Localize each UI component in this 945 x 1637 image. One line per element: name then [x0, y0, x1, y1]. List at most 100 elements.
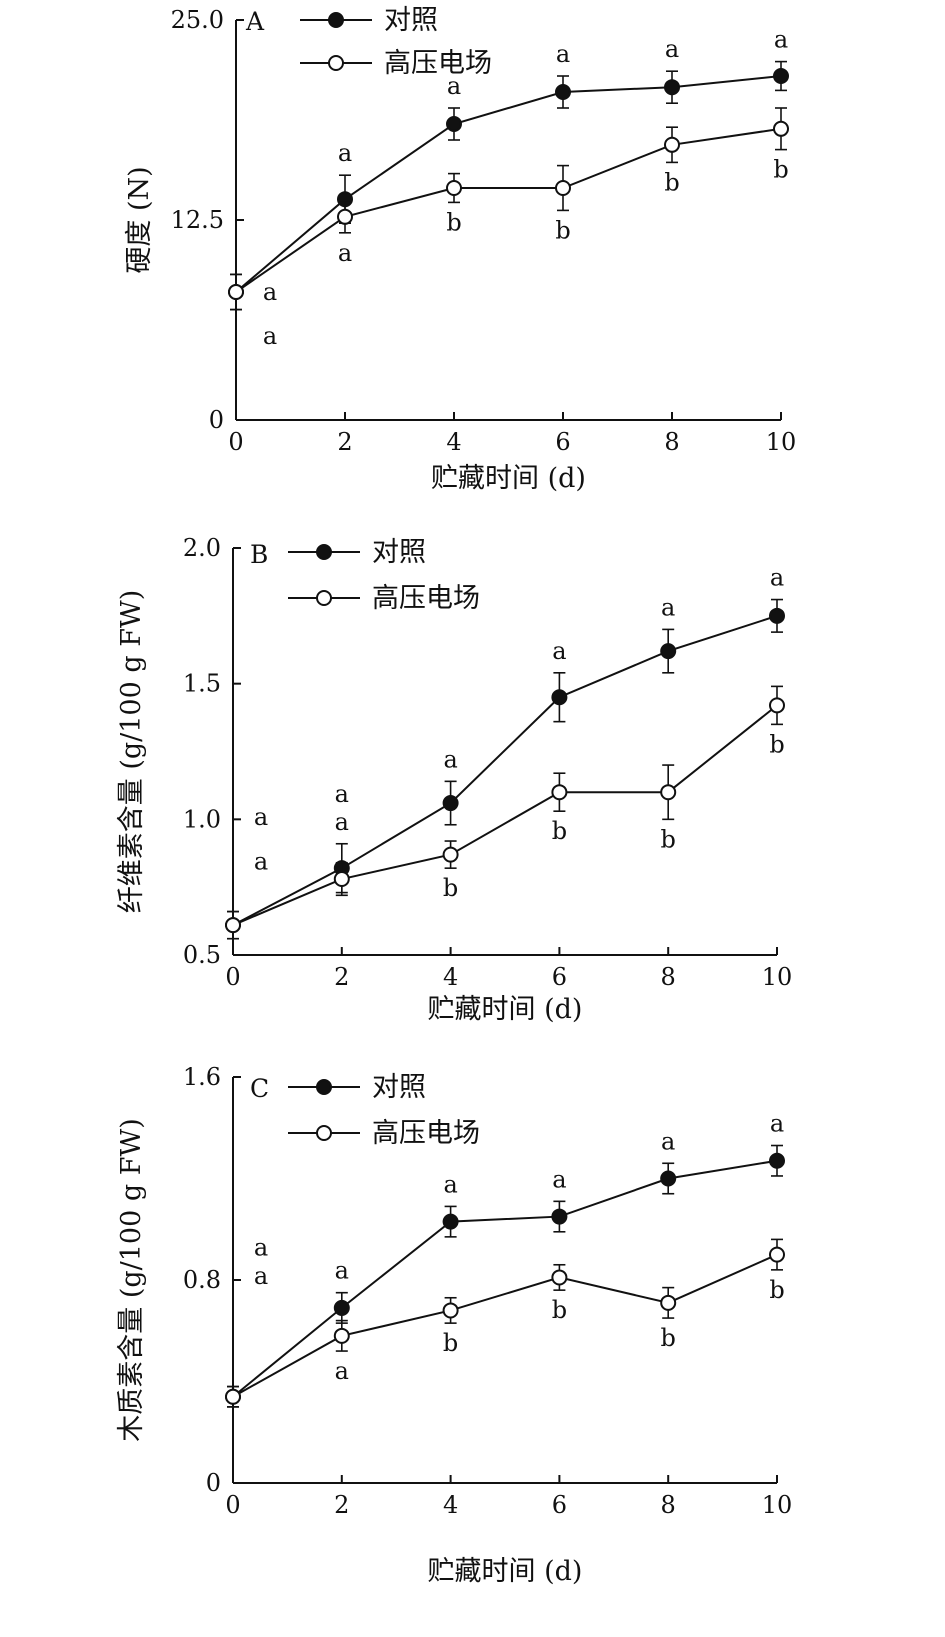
- significance-label: a: [665, 35, 679, 63]
- legend-item: 高压电场: [288, 583, 480, 614]
- data-point: [228, 284, 244, 300]
- data-point: [442, 1302, 459, 1319]
- x-tick-label: 10: [766, 428, 797, 456]
- data-point: [664, 79, 680, 96]
- significance-label: a: [335, 1257, 349, 1285]
- y-tick-label: 0.8: [183, 1266, 221, 1294]
- x-tick-label: 10: [762, 1491, 793, 1519]
- legend-marker: [328, 55, 344, 71]
- data-point: [333, 1299, 350, 1316]
- legend-label: 对照: [384, 5, 438, 36]
- legend-marker: [316, 590, 332, 606]
- y-tick-label: 12.5: [171, 206, 224, 234]
- data-point: [225, 1388, 241, 1405]
- y-tick-label: 0: [206, 1469, 221, 1497]
- significance-label: a: [338, 139, 352, 167]
- legend-marker: [316, 1079, 332, 1095]
- panel-letter: C: [250, 1074, 269, 1103]
- series-line: [235, 75, 782, 293]
- data-point: [333, 871, 350, 888]
- significance-label: b: [446, 208, 461, 236]
- significance-label: a: [770, 1110, 784, 1138]
- x-tick-label: 4: [446, 428, 461, 456]
- x-tick-label: 0: [228, 428, 243, 456]
- significance-label: b: [664, 168, 679, 196]
- significance-label: a: [254, 1234, 268, 1262]
- panel-b: 0 2 4 6 8 10 0.5 1.0 1.5 2.0 贮藏时间 (d) 纤维素含量 (g/100 …: [116, 534, 792, 1025]
- significance-label: a: [447, 72, 461, 100]
- panel-c: 0 2 4 6 8 10 0 0.8 1.6 贮藏时间 (d) 木质素含量 (g/100 g FW)…: [116, 1063, 792, 1587]
- data-point: [446, 180, 462, 196]
- series-line: [232, 704, 778, 927]
- significance-label: a: [770, 564, 784, 592]
- data-point: [769, 1246, 785, 1263]
- y-tick-label: 1.5: [183, 670, 221, 698]
- significance-label: a: [254, 803, 268, 831]
- significance-label: a: [263, 278, 277, 306]
- data-point: [442, 795, 459, 812]
- y-tick-label: 2.0: [183, 534, 221, 562]
- x-tick-label: 6: [552, 1491, 567, 1519]
- significance-label: a: [443, 745, 457, 773]
- data-point: [769, 1152, 785, 1169]
- data-point: [442, 1213, 459, 1230]
- significance-label: a: [263, 322, 277, 350]
- data-point: [769, 607, 785, 624]
- panel-letter: A: [245, 7, 265, 36]
- significance-label: b: [769, 730, 784, 758]
- x-tick-label: 10: [762, 963, 793, 991]
- data-point: [551, 1269, 568, 1286]
- data-point: [337, 208, 353, 225]
- significance-label: b: [443, 1329, 458, 1357]
- x-tick-label: 2: [337, 428, 352, 456]
- y-tick-label: 0.5: [183, 941, 221, 969]
- significance-label: a: [443, 1170, 457, 1198]
- y-tick-label: 1.6: [183, 1063, 221, 1091]
- significance-label: b: [773, 156, 788, 184]
- data-point: [551, 784, 568, 801]
- significance-label: a: [661, 1127, 675, 1155]
- data-point: [442, 846, 459, 863]
- data-point: [333, 1327, 350, 1344]
- significance-label: a: [774, 26, 788, 54]
- significance-label: b: [769, 1276, 784, 1304]
- legend-label: 高压电场: [372, 583, 480, 614]
- significance-label: b: [552, 1296, 567, 1324]
- legend-label: 对照: [372, 537, 426, 568]
- y-axis-title: 硬度 (N): [124, 166, 155, 273]
- x-tick-label: 8: [664, 428, 679, 456]
- data-point: [551, 1208, 568, 1225]
- data-point: [660, 1294, 677, 1311]
- legend-item: 对照: [300, 5, 438, 36]
- significance-label: a: [335, 780, 349, 808]
- significance-label: a: [556, 40, 570, 68]
- data-point: [773, 120, 789, 137]
- legend-item: 高压电场: [300, 48, 492, 79]
- significance-label: b: [661, 1324, 676, 1352]
- x-tick-label: 6: [552, 963, 567, 991]
- data-point: [660, 784, 677, 801]
- y-tick-label: 1.0: [183, 805, 221, 833]
- significance-label: b: [552, 817, 567, 845]
- data-point: [660, 643, 677, 660]
- panel-letter: B: [250, 540, 268, 569]
- y-axis-title: 木质素含量 (g/100 g FW): [116, 1118, 147, 1442]
- legend-item: 高压电场: [288, 1118, 480, 1149]
- legend-marker: [316, 1125, 332, 1141]
- x-tick-label: 2: [334, 963, 349, 991]
- legend-label: 高压电场: [372, 1118, 480, 1149]
- x-tick-label: 4: [443, 1491, 458, 1519]
- x-tick-label: 0: [225, 1491, 240, 1519]
- significance-label: a: [552, 637, 566, 665]
- series-hvef: a a b b b b: [225, 1238, 785, 1408]
- series-line: [235, 127, 782, 293]
- x-tick-label: 8: [661, 963, 676, 991]
- significance-label: a: [254, 1262, 268, 1290]
- significance-label: b: [661, 825, 676, 853]
- x-axis-title: 贮藏时间 (d): [431, 463, 586, 494]
- data-point: [660, 1170, 677, 1187]
- data-point: [664, 136, 680, 153]
